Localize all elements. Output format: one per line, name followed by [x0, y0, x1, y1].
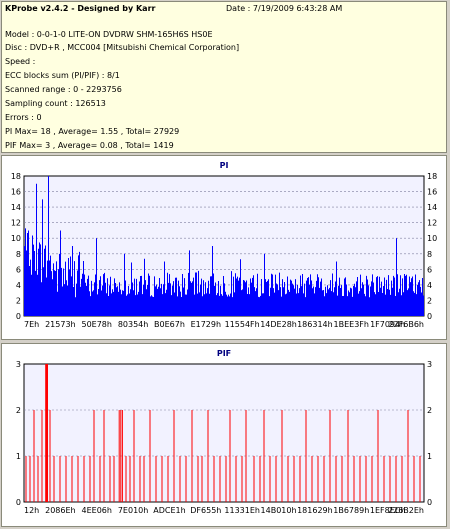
- x-tick-label: ADCE1h: [153, 506, 185, 515]
- x-tick-label: 4EE06h: [82, 506, 112, 515]
- y-tick-label-right: 1: [427, 452, 432, 461]
- chart-title: PIF: [217, 349, 231, 358]
- x-tick-label: DF655h: [190, 506, 221, 515]
- x-tick-label: 186314h: [297, 320, 333, 329]
- y-tick-label-left: 8: [16, 250, 21, 259]
- y-tick-label-right: 3: [427, 360, 432, 369]
- y-tick-label-right: 18: [427, 172, 437, 181]
- x-tick-label: 1EF8ECh: [370, 506, 406, 515]
- y-tick-label-left: 14: [11, 203, 21, 212]
- info-pif-stats: PIF Max= 3 , Average= 0.08 , Total= 1419: [5, 141, 174, 150]
- pi-chart: PI 0 0 2 2 4 4 6 6 8 8 10 10 12 12 14 14 16 16 18 18 7Eh 21573…: [11, 161, 437, 329]
- info-sampling-count: Sampling count : 126513: [5, 99, 106, 108]
- info-errors: Errors : 0: [5, 113, 42, 122]
- y-tick-label-right: 12: [427, 219, 437, 228]
- x-tick-label: 11554Fh: [225, 320, 260, 329]
- info-model: Model : 0-0-1-0 LITE-ON DVDRW SHM-165H6S…: [5, 30, 213, 39]
- app-title: KProbe v2.4.2 - Designed by Karr: [5, 4, 156, 13]
- y-tick-label-left: 3: [16, 360, 21, 369]
- y-tick-label-left: 1: [16, 452, 21, 461]
- x-tick-label: 7E010h: [118, 506, 148, 515]
- plot-area: [23, 363, 425, 503]
- y-tick-label-left: 4: [16, 281, 21, 290]
- y-tick-label-right: 0: [427, 312, 432, 321]
- x-tick-label: 1F7094h: [370, 320, 405, 329]
- x-tick-label: 80354h: [118, 320, 149, 329]
- y-tick-label-right: 4: [427, 281, 432, 290]
- y-tick-label-right: 2: [427, 296, 432, 305]
- y-tick-label-right: 0: [427, 498, 432, 507]
- y-tick-label-right: 16: [427, 188, 437, 197]
- x-tick-label: 22F6B6h: [388, 320, 424, 329]
- x-tick-label: 1BEE3Fh: [334, 320, 369, 329]
- x-tick-label: 7Eh: [24, 320, 39, 329]
- y-tick-label-left: 2: [16, 406, 21, 415]
- x-tick-label: B0E67h: [154, 320, 185, 329]
- info-disc: Disc : DVD+R , MCC004 [Mitsubishi Chemic…: [5, 43, 240, 52]
- x-tick-label: 14B010h: [261, 506, 297, 515]
- y-tick-label-left: 10: [11, 234, 21, 243]
- y-tick-label-left: 18: [11, 172, 21, 181]
- x-tick-label: 2086Eh: [45, 506, 75, 515]
- x-tick-label: 50E78h: [81, 320, 111, 329]
- x-tick-label: E1729h: [191, 320, 221, 329]
- y-tick-label-left: 16: [11, 188, 21, 197]
- x-tick-label: 21573h: [45, 320, 76, 329]
- pi-chart-panel: PI 0 0 2 2 4 4 6 6 8 8 10 10 12 12 14 14 16 16 18 18 7Eh 21573…: [1, 155, 447, 340]
- info-ecc-sum: ECC blocks sum (PI/PIF) : 8/1: [5, 71, 120, 80]
- x-tick-label: 181629h: [297, 506, 333, 515]
- x-tick-label: 14DE28h: [260, 320, 297, 329]
- pif-chart-panel: PIF 0 0 1 1 2 2 3 3 12h 2086Eh 4EE06h 7E010h ADCE1h DF…: [1, 343, 447, 527]
- scan-date: Date : 7/19/2009 6:43:28 AM: [226, 4, 343, 13]
- y-tick-label-right: 2: [427, 406, 432, 415]
- info-speed: Speed :: [5, 57, 36, 66]
- y-tick-label-left: 0: [16, 498, 21, 507]
- info-pi-stats: PI Max= 18 , Average= 1.55 , Total= 2792…: [5, 127, 180, 136]
- x-tick-label: 11331Eh: [224, 506, 260, 515]
- y-tick-label-right: 6: [427, 265, 432, 274]
- y-tick-label-left: 0: [16, 312, 21, 321]
- x-tick-label: 226B2Eh: [388, 506, 424, 515]
- y-tick-label-left: 2: [16, 296, 21, 305]
- pif-chart: PIF 0 0 1 1 2 2 3 3 12h 2086Eh 4EE06h 7E010h ADCE1h DF…: [16, 349, 432, 515]
- chart-title: PI: [220, 161, 229, 170]
- y-tick-label-right: 10: [427, 234, 437, 243]
- y-tick-label-right: 8: [427, 250, 432, 259]
- y-tick-label-left: 12: [11, 219, 21, 228]
- x-tick-label: 12h: [24, 506, 39, 515]
- info-scanned-range: Scanned range : 0 - 2293756: [5, 85, 122, 94]
- y-tick-label-right: 14: [427, 203, 437, 212]
- x-tick-label: 1B6789h: [333, 506, 369, 515]
- y-tick-label-left: 6: [16, 265, 21, 274]
- summary-panel: KProbe v2.4.2 - Designed by Karr Date : …: [1, 1, 447, 153]
